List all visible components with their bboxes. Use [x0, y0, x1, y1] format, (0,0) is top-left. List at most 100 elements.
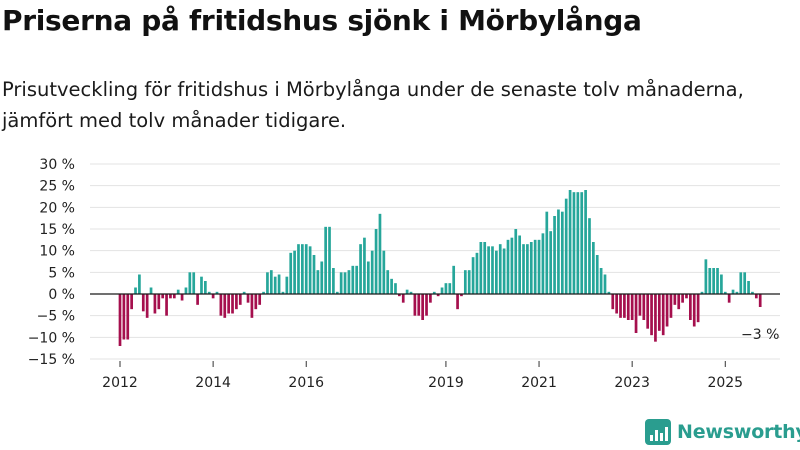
bar	[599, 268, 603, 294]
bar	[343, 272, 347, 294]
bar	[498, 244, 502, 294]
bar	[207, 291, 211, 294]
bar	[588, 218, 591, 294]
bar	[289, 252, 293, 294]
bar	[735, 291, 739, 294]
bar	[689, 294, 692, 320]
bar	[421, 294, 424, 320]
bar	[584, 190, 587, 294]
bar	[611, 294, 615, 310]
bar	[475, 252, 479, 294]
x-tick-label: 2025	[707, 375, 743, 391]
bar	[149, 287, 153, 294]
bar	[176, 289, 180, 294]
chart-subtitle: Prisutveckling för fritidshus i Mörbylån…	[2, 78, 744, 132]
bar	[238, 294, 242, 305]
bar	[172, 294, 176, 299]
bar	[386, 270, 390, 294]
bar	[727, 294, 731, 303]
x-tick-label: 2014	[195, 375, 231, 391]
bar	[619, 294, 622, 318]
bar	[425, 294, 428, 316]
bar	[654, 294, 657, 342]
bar	[529, 242, 533, 294]
bar	[188, 272, 192, 294]
bar	[704, 259, 708, 294]
bar	[417, 294, 421, 316]
bar	[615, 294, 618, 314]
y-tick-label: −5 %	[37, 309, 75, 325]
bar	[145, 294, 149, 318]
bar	[623, 294, 626, 318]
bar	[661, 294, 665, 336]
bar	[141, 294, 145, 312]
bar	[444, 283, 448, 294]
bar	[657, 294, 661, 331]
bar	[518, 235, 521, 294]
bar	[192, 272, 196, 294]
bar	[708, 268, 712, 294]
bar	[231, 294, 234, 314]
bar	[692, 294, 696, 327]
x-tick-label: 2012	[102, 375, 138, 391]
x-tick-label: 2021	[521, 375, 557, 391]
y-tick-label: 25 %	[39, 179, 75, 195]
bar	[751, 291, 754, 294]
bar	[448, 283, 452, 294]
bar	[250, 294, 254, 318]
bar	[378, 213, 382, 294]
bar	[235, 294, 238, 310]
bar	[355, 265, 359, 294]
bar	[712, 268, 715, 294]
bar	[747, 281, 750, 294]
bar	[592, 242, 595, 294]
bar	[401, 294, 405, 303]
bar	[219, 294, 223, 316]
bar	[405, 289, 409, 294]
bar	[339, 272, 343, 294]
bar	[297, 244, 300, 294]
bar	[650, 294, 653, 336]
bar	[440, 287, 444, 294]
bar	[301, 244, 304, 294]
bar	[642, 294, 646, 320]
y-tick-label: −15 %	[28, 352, 75, 368]
newsworthy-logo[interactable]: Newsworthy	[645, 419, 800, 445]
bar	[398, 294, 401, 297]
bar	[572, 192, 576, 294]
bar	[452, 265, 456, 294]
y-tick-label: −10 %	[28, 330, 75, 346]
bar	[242, 291, 246, 294]
bar	[332, 268, 335, 294]
bar	[495, 250, 498, 294]
bar	[665, 294, 669, 327]
bar	[304, 244, 308, 294]
bar	[463, 270, 467, 294]
bar	[359, 244, 362, 294]
bar	[541, 233, 545, 294]
bar	[460, 294, 463, 297]
bar	[138, 274, 141, 294]
x-tick-label: 2023	[614, 375, 650, 391]
bar	[180, 294, 184, 301]
bar	[743, 272, 747, 294]
bar	[456, 294, 459, 310]
bar	[394, 283, 397, 294]
bar	[491, 246, 494, 294]
bar	[720, 274, 723, 294]
bar	[258, 294, 262, 305]
bar	[227, 294, 230, 314]
bar	[200, 276, 203, 294]
bar	[638, 294, 642, 316]
bar	[553, 216, 556, 294]
bar	[432, 291, 436, 294]
bar	[568, 190, 572, 294]
bar	[196, 294, 199, 305]
bar	[285, 276, 289, 294]
bar	[564, 198, 568, 294]
bar	[537, 239, 541, 294]
bar	[184, 287, 188, 294]
bar	[122, 294, 126, 340]
bar	[169, 294, 172, 299]
bar	[161, 294, 165, 299]
